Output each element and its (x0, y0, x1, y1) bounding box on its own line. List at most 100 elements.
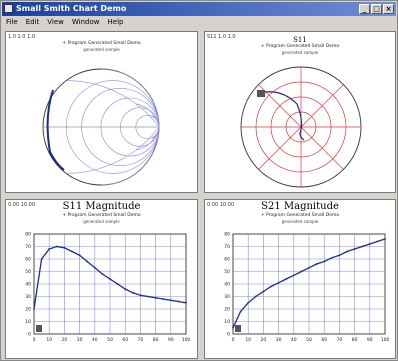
y-tick-label: 20 (224, 307, 230, 313)
x-tick-label: 80 (153, 337, 159, 343)
data-point (63, 246, 66, 249)
x-tick-label: 40 (291, 337, 297, 343)
menu-window[interactable]: Window (71, 18, 100, 26)
data-point (254, 295, 257, 298)
menu-edit[interactable]: Edit (25, 18, 40, 26)
data-point (262, 290, 265, 293)
pane-header: 0.00 10.00 (8, 202, 36, 208)
x-tick-label: 60 (321, 337, 327, 343)
data-point (78, 254, 81, 257)
polar-chart-pane[interactable]: S11 1.0 1.0 S11 + Program Generated Smal… (204, 31, 396, 193)
menu-view[interactable]: View (47, 18, 64, 26)
data-point (315, 263, 318, 265)
x-tick-label: 100 (182, 337, 191, 343)
x-tick-label: 70 (138, 337, 144, 343)
y-tick-label: 30 (25, 294, 31, 300)
data-point (185, 301, 187, 304)
x-tick-label: 60 (122, 337, 128, 343)
data-point (116, 283, 119, 285)
pane-subtitle: + Program Generated Small Demo (62, 213, 141, 218)
data-point (131, 291, 134, 294)
pane-subtitle: + Program Generated Small Demo (62, 41, 141, 46)
data-point (330, 256, 333, 259)
pane-subtitle: + Program Generated Small Demo (260, 213, 340, 218)
data-point (101, 273, 104, 275)
pane-subtitle-2: generated sample (83, 219, 120, 224)
data-point (300, 270, 303, 273)
x-tick-label: 40 (92, 337, 98, 343)
x-tick-label: 0 (33, 337, 36, 343)
window-title: Small Smith Chart Demo (16, 4, 127, 13)
x-tick-label: 20 (261, 337, 267, 343)
y-tick-label: 0 (227, 332, 230, 338)
x-tick-label: 30 (77, 337, 83, 343)
y-tick-label: 60 (224, 257, 230, 263)
x-tick-label: 70 (337, 337, 343, 343)
data-point (147, 295, 149, 298)
data-point (93, 266, 96, 269)
data-point (285, 278, 288, 280)
data-point (361, 245, 364, 248)
y-tick-label: 40 (224, 282, 230, 288)
menu-help[interactable]: Help (107, 18, 124, 26)
pane-subtitle-2: generated sample (281, 50, 319, 55)
x-tick-label: 0 (232, 337, 235, 343)
pane-title: S21 Magnitude (261, 201, 339, 212)
marker-box (36, 325, 42, 332)
data-point (346, 250, 348, 253)
data-point (368, 243, 371, 245)
s21-magnitude-pane[interactable]: 0.00 10.00 S21 Magnitude + Program Gener… (204, 199, 396, 359)
y-tick-label: 30 (224, 294, 230, 300)
marker-box (235, 325, 241, 332)
data-point (323, 260, 326, 263)
y-tick-label: 10 (25, 319, 31, 325)
smith-chart (42, 68, 160, 186)
data-point (308, 266, 310, 269)
x-tick-label: 10 (46, 337, 52, 343)
minimize-button[interactable]: _ (359, 4, 370, 14)
marker-box (257, 90, 265, 97)
window-controls: _ □ × (359, 4, 394, 14)
data-point (48, 248, 51, 250)
close-button[interactable]: × (383, 4, 394, 14)
pane-header: S11 1.0 1.0 (207, 34, 236, 40)
data-point (162, 298, 165, 300)
s11-magnitude-pane[interactable]: 0.00 10.00 S11 Magnitude + Program Gener… (5, 199, 198, 359)
s21-magnitude-chart: 0 10 20 30 40 50 60 70 80 90 100 0 10 20 30 40 50 60 70 80 (224, 232, 390, 344)
x-tick-label: 10 (245, 337, 251, 343)
maximize-button[interactable]: □ (371, 4, 382, 14)
x-tick-label: 100 (381, 337, 390, 343)
data-point (33, 308, 35, 310)
x-tick-label: 20 (62, 337, 68, 343)
pane-header: 0.00 10.00 (207, 202, 235, 208)
menu-bar: File Edit View Window Help (2, 16, 396, 28)
data-point (384, 238, 386, 240)
x-tick-label: 50 (107, 337, 113, 343)
title-bar[interactable]: Small Smith Chart Demo _ □ × (2, 2, 396, 16)
data-point (154, 296, 157, 299)
data-point (247, 301, 250, 304)
data-point (353, 248, 356, 250)
y-tick-label: 10 (224, 319, 230, 325)
app-icon (4, 4, 13, 13)
data-point (277, 281, 280, 284)
x-tick-label: 50 (306, 337, 312, 343)
data-point (71, 250, 73, 253)
s11-magnitude-chart: 0 10 20 30 40 50 60 70 80 90 100 0 10 20 30 40 50 60 70 80 (25, 232, 191, 344)
y-tick-label: 80 (224, 232, 230, 238)
data-point (86, 260, 89, 263)
y-tick-label: 70 (224, 244, 230, 250)
pane-subtitle: + Program Generated Small Demo (260, 44, 340, 49)
data-point (232, 326, 234, 329)
smith-chart-pane[interactable]: 1.0 1.0 1.0 + Program Generated Small De… (5, 31, 198, 193)
pane-subtitle-2: generated sample (281, 219, 319, 224)
y-tick-label: 50 (224, 269, 230, 275)
y-tick-label: 70 (25, 244, 31, 250)
y-tick-label: 80 (25, 232, 31, 238)
data-point (177, 300, 180, 303)
data-point (55, 245, 58, 248)
menu-file[interactable]: File (6, 18, 18, 26)
polar-chart (240, 66, 362, 188)
x-tick-label: 30 (276, 337, 282, 343)
